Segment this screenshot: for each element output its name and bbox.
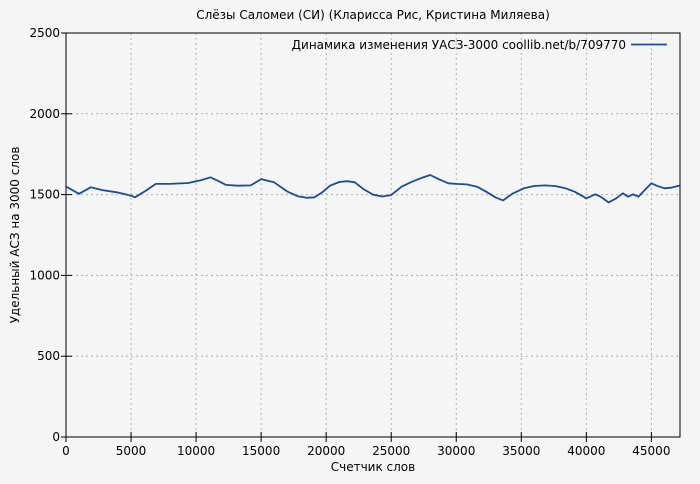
y-tick-label: 2000 <box>29 107 60 121</box>
y-axis-label: Удельный АСЗ на 3000 слов <box>8 147 22 324</box>
plot-border <box>65 32 681 438</box>
x-tick-label: 0 <box>62 444 70 458</box>
data-series-line <box>65 174 680 204</box>
x-tick-label: 5000 <box>116 444 147 458</box>
chart-title: Слёзы Саломеи (СИ) (Кларисса Рис, Кристи… <box>196 8 550 22</box>
x-tick-label: 10000 <box>177 444 215 458</box>
x-tick-label: 15000 <box>242 444 280 458</box>
x-tick-label: 20000 <box>307 444 345 458</box>
y-tick-label: 1000 <box>29 268 60 282</box>
series-layer <box>65 174 680 204</box>
x-tick-label: 40000 <box>567 444 605 458</box>
y-tick-label: 2500 <box>29 26 60 40</box>
x-tick-label: 30000 <box>437 444 475 458</box>
grid-layer <box>65 32 680 438</box>
x-axis-label: Счетчик слов <box>331 460 415 474</box>
legend-label: Динамика изменения УАСЗ-3000 coollib.net… <box>292 38 626 52</box>
y-tick-label: 0 <box>52 430 60 444</box>
x-tick-label: 25000 <box>372 444 410 458</box>
y-tick-label: 1500 <box>29 188 60 202</box>
tick-label-layer: 0 5000 10000 15000 20000 25000 30000 35000 40000… <box>29 26 670 458</box>
x-tick-label: 35000 <box>502 444 540 458</box>
tick-layer <box>61 32 652 442</box>
x-tick-label: 45000 <box>632 444 670 458</box>
y-tick-label: 500 <box>37 349 60 363</box>
